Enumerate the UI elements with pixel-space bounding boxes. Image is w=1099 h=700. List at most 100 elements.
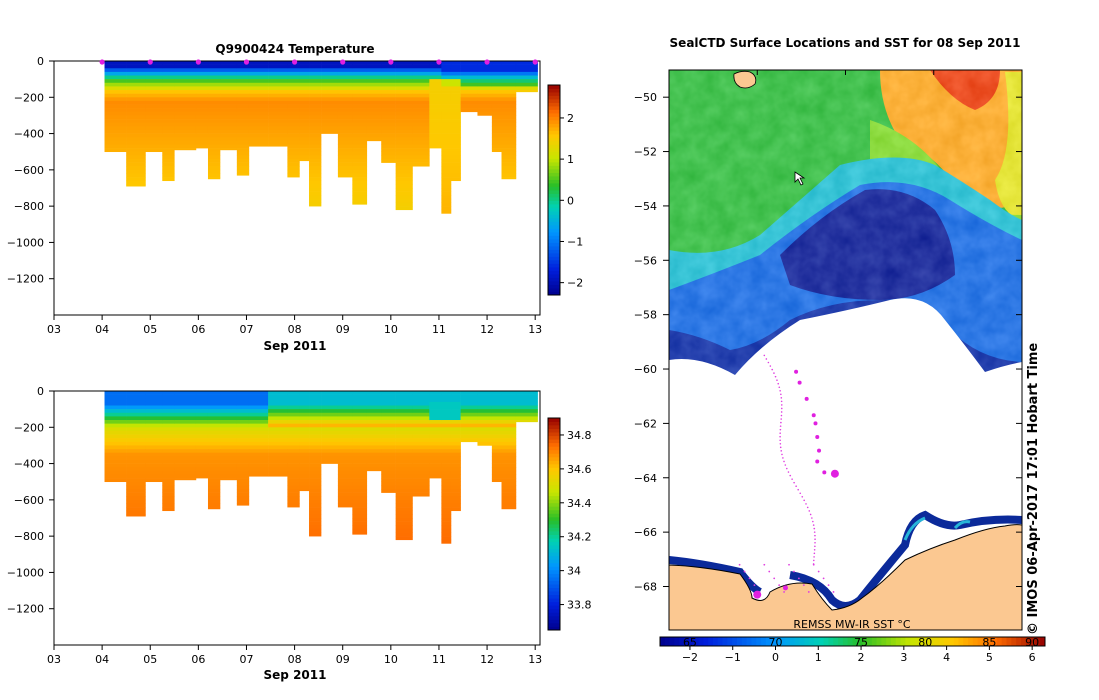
- colorbar-segment: [833, 637, 839, 646]
- cast-cell: [477, 391, 493, 395]
- cast-cell: [395, 456, 413, 461]
- colorbar-segment: [548, 612, 560, 617]
- cast-cell: [248, 97, 269, 102]
- colorbar-segment: [548, 619, 560, 624]
- cast-cell: [501, 155, 517, 160]
- cast-cell: [395, 111, 413, 116]
- colorbar-segment: [548, 281, 560, 285]
- cast-cell: [309, 166, 322, 171]
- cast-cell: [366, 115, 382, 120]
- cast-cell: [491, 86, 502, 91]
- cast-cell: [515, 82, 538, 87]
- cast-cell: [126, 514, 146, 517]
- cast-cell: [162, 503, 175, 508]
- cast-cell: [236, 496, 250, 501]
- cast-cell: [207, 158, 221, 163]
- cast-cell: [309, 409, 322, 414]
- cast-cell: [441, 539, 452, 544]
- cast-cell: [287, 485, 300, 490]
- cast-cell: [366, 61, 382, 65]
- cast-cell: [441, 452, 452, 457]
- cast-cell: [441, 198, 452, 203]
- colorbar-frame: [659, 636, 1046, 647]
- cast-cell: [429, 104, 442, 109]
- cast-cell: [352, 503, 368, 508]
- colorbar-segment: [548, 155, 560, 159]
- cast-cell: [441, 525, 452, 530]
- cast-cell: [491, 140, 502, 145]
- cast-cell: [352, 180, 368, 185]
- cast-cell: [309, 68, 322, 73]
- cast-cell: [268, 97, 288, 102]
- cast-cell: [491, 111, 502, 116]
- cast-cell: [381, 151, 396, 156]
- cast-cell: [321, 100, 339, 105]
- cast-cell: [352, 499, 368, 504]
- cast-cell: [162, 470, 175, 475]
- cast-cell: [460, 416, 478, 421]
- cast-cell: [477, 90, 493, 94]
- cast-cell: [236, 434, 250, 439]
- cast-cell: [268, 82, 288, 87]
- colorbar-segment: [1020, 637, 1027, 646]
- cast-cell: [321, 122, 339, 127]
- cast-cell: [162, 412, 175, 417]
- cast-cell: [220, 75, 238, 80]
- cast-cell: [195, 401, 209, 406]
- cast-cell: [248, 86, 269, 91]
- cast-cell: [337, 496, 353, 501]
- cast-cell: [441, 158, 452, 163]
- cast-cell: [395, 405, 413, 410]
- cast-cell: [248, 140, 269, 145]
- colorbar-segment: [674, 637, 680, 646]
- cast-cell: [352, 79, 368, 84]
- cast-cell: [477, 111, 493, 116]
- cast-cell: [441, 420, 452, 424]
- cast-cell: [501, 456, 517, 461]
- cast-cell: [395, 478, 413, 483]
- cast-cell: [412, 100, 430, 105]
- colorbar-segment: [968, 637, 974, 646]
- cast-cell: [321, 82, 339, 87]
- cast-cell: [321, 409, 339, 414]
- cast-cell: [491, 144, 502, 149]
- cast-cell: [195, 430, 209, 435]
- cast-cell: [381, 459, 396, 464]
- lat-tick-label: −56: [634, 254, 657, 267]
- cast-cell: [162, 485, 175, 490]
- cast-cell: [174, 427, 197, 432]
- cast-cell: [501, 430, 517, 435]
- colorbar-segment: [929, 637, 935, 646]
- cast-cell: [352, 64, 368, 69]
- colorbar-segment: [548, 127, 560, 131]
- colorbar-tick-label-c: 2: [858, 651, 865, 664]
- cast-cell: [441, 470, 452, 475]
- cast-cell: [195, 416, 209, 421]
- cast-cell: [248, 416, 269, 421]
- cast-cell: [429, 122, 442, 127]
- cast-cell: [381, 452, 396, 457]
- cast-cell: [491, 434, 502, 439]
- cast-cell: [126, 173, 146, 178]
- cast-cell: [145, 412, 163, 417]
- cast-cell: [321, 430, 339, 435]
- colorbar-segment: [548, 598, 560, 603]
- cast-cell: [287, 470, 300, 475]
- cast-cell: [352, 488, 368, 493]
- cast-cell: [287, 162, 300, 167]
- cast-cell: [145, 420, 163, 424]
- cast-cell: [501, 119, 517, 123]
- cast-cell: [268, 64, 288, 69]
- cast-cell: [491, 470, 502, 475]
- colorbar-tick-label: 0: [567, 194, 574, 207]
- cast-cell: [309, 173, 322, 178]
- cast-cell: [220, 467, 238, 472]
- cast-cell: [195, 129, 209, 134]
- track-dot: [767, 361, 770, 364]
- cast-cell: [352, 518, 368, 522]
- cast-cell: [268, 126, 288, 131]
- cast-cell: [162, 148, 175, 153]
- cast-cell: [515, 90, 538, 93]
- cast-cell: [366, 122, 382, 127]
- cast-cell: [321, 64, 339, 69]
